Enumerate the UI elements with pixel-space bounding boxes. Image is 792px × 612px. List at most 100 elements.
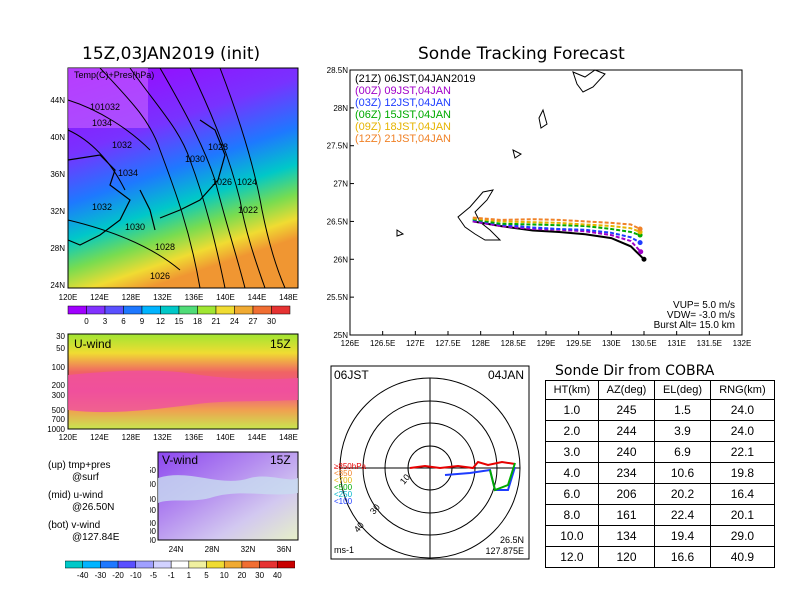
note-line: @surf <box>72 472 99 483</box>
colorbar-tick: 3 <box>103 317 108 326</box>
lon-tick: 132E <box>153 433 172 442</box>
colorbar-swatch <box>241 560 260 569</box>
pressure-tick: 50 <box>150 466 157 475</box>
series-line <box>472 216 641 230</box>
series-endpoint <box>638 249 644 255</box>
y-tick-label: 26.5N <box>327 217 349 226</box>
pressure-label: 1030 <box>125 222 145 232</box>
y-tick-label: 27N <box>333 180 348 189</box>
y-tick-label: 27.5N <box>327 142 349 151</box>
lon-tick: 124E <box>90 293 109 302</box>
series-line <box>472 218 641 244</box>
colorbar-swatch <box>117 560 137 569</box>
note-line: (mid) u-wind <box>48 490 104 501</box>
polar-date: 04JAN <box>488 368 524 382</box>
legend-entry: (21Z) 06JST,04JAN2019 <box>355 73 475 85</box>
colorbar-swatch <box>223 560 243 569</box>
note-line: @26.50N <box>72 502 115 513</box>
pressure-tick: 1000 <box>150 536 157 545</box>
pressure-tick: 50 <box>56 344 65 353</box>
v-wind-time: 15Z <box>270 453 291 467</box>
table-cell: 240 <box>597 441 656 463</box>
lon-tick: 128E <box>122 293 141 302</box>
colorbar-tick: 40 <box>273 571 282 580</box>
lon-tick: 136E <box>185 433 204 442</box>
tracking-chart: 126E 126.5E 127E 127.5E 128E 128.5E 129E 129.5E… <box>327 66 752 348</box>
pressure-label: 1026 <box>212 177 232 187</box>
pressure-label: 1032 <box>112 140 132 150</box>
note-line: (up) tmp+pres <box>48 460 111 471</box>
col-header: EL(deg) <box>654 380 711 400</box>
table-cell: 22.1 <box>709 441 776 463</box>
legend-entry: (09Z) 18JST,04JAN <box>355 121 451 133</box>
table-cell: 4.0 <box>545 462 599 484</box>
x-tick-label: 128E <box>471 339 490 348</box>
polar-unit: ms-1 <box>334 545 354 555</box>
y-tick-label: 28.5N <box>327 66 349 75</box>
x-tick-label: 129E <box>537 339 556 348</box>
y-tick-label: 26N <box>333 255 348 264</box>
polar-plot: 06JST 04JAN ≥850hPa<850<700<500<250<100 … <box>330 365 530 560</box>
table-cell: 24.0 <box>709 420 776 442</box>
ring-label: 10 <box>398 472 412 486</box>
colorbar-tick: 18 <box>193 317 202 326</box>
col-header: AZ(deg) <box>597 380 656 400</box>
table-cell: 120 <box>597 546 656 568</box>
y-tick-label: 28N <box>333 104 348 113</box>
pressure-label: 1032 <box>92 202 112 212</box>
info-line: Burst Alt= 15.0 km <box>654 320 735 331</box>
panel-notes: (up) tmp+pres @surf (mid) u-wind @26.50N… <box>48 460 119 544</box>
lon-tick: 132E <box>153 293 172 302</box>
table-cell: 206 <box>597 483 656 505</box>
lon-tick: 124E <box>90 433 109 442</box>
pressure-tick: 300 <box>150 506 157 515</box>
pressure-tick: 100 <box>52 363 66 372</box>
colorbar-swatch <box>215 305 235 315</box>
tracking-title: Sonde Tracking Forecast <box>418 44 625 64</box>
table-cell: 6.0 <box>545 483 599 505</box>
colorbar-tick: -1 <box>168 571 176 580</box>
lat-tick: 24N <box>50 281 65 290</box>
legend-entry: (00Z) 09JST,04JAN <box>355 85 451 97</box>
table-cell: 29.0 <box>709 525 776 547</box>
lat-tick: 28N <box>205 545 220 554</box>
table-row: 2.0 244 3.9 24.0 <box>545 420 776 442</box>
table-cell: 2.0 <box>545 420 599 442</box>
colorbar-swatch <box>188 560 207 569</box>
coastlines <box>67 119 226 246</box>
wind-colorbar: -40 -30 -20 -10 -5 -1 1 5 10 20 30 40 <box>65 560 295 580</box>
map-title: 15Z,03JAN2019 (init) <box>82 44 261 64</box>
pressure-tick: 30 <box>56 332 65 341</box>
colorbar-tick: 12 <box>156 317 165 326</box>
table-cell: 22.4 <box>654 504 711 526</box>
table-row: 1.0 245 1.5 24.0 <box>545 399 776 421</box>
colorbar-swatch <box>135 560 154 569</box>
series-endpoint <box>637 240 643 246</box>
lat-tick: 36N <box>277 545 292 554</box>
x-tick-label: 128.5E <box>501 339 526 348</box>
colorbar-tick: -30 <box>95 571 107 580</box>
table-cell: 161 <box>597 504 656 526</box>
lat-tick: 24N <box>169 545 184 554</box>
colorbar-swatch <box>197 305 217 315</box>
table-cell: 6.9 <box>654 441 711 463</box>
colorbar-tick: -5 <box>150 571 158 580</box>
ring-label: 30 <box>368 502 382 516</box>
x-tick-label: 131E <box>667 339 686 348</box>
pressure-tick: 500 <box>150 519 157 528</box>
x-tick-label: 129.5E <box>566 339 591 348</box>
lon-tick: 140E <box>216 293 235 302</box>
colorbar-swatch <box>67 305 87 315</box>
pressure-label: 1028 <box>155 242 175 252</box>
lat-tick: 28N <box>50 244 65 253</box>
info-line: VUP= 5.0 m/s <box>673 300 735 311</box>
table-cell: 1.5 <box>654 399 711 421</box>
table-row: 4.0 234 10.6 19.8 <box>545 462 776 484</box>
x-tick-label: 126.5E <box>370 339 395 348</box>
polar-lat: 26.5N <box>500 535 524 545</box>
table-cell: 19.8 <box>709 462 776 484</box>
table-cell: 245 <box>597 399 656 421</box>
pressure-label: 1034 <box>118 168 138 178</box>
colorbar-tick: 21 <box>212 317 221 326</box>
